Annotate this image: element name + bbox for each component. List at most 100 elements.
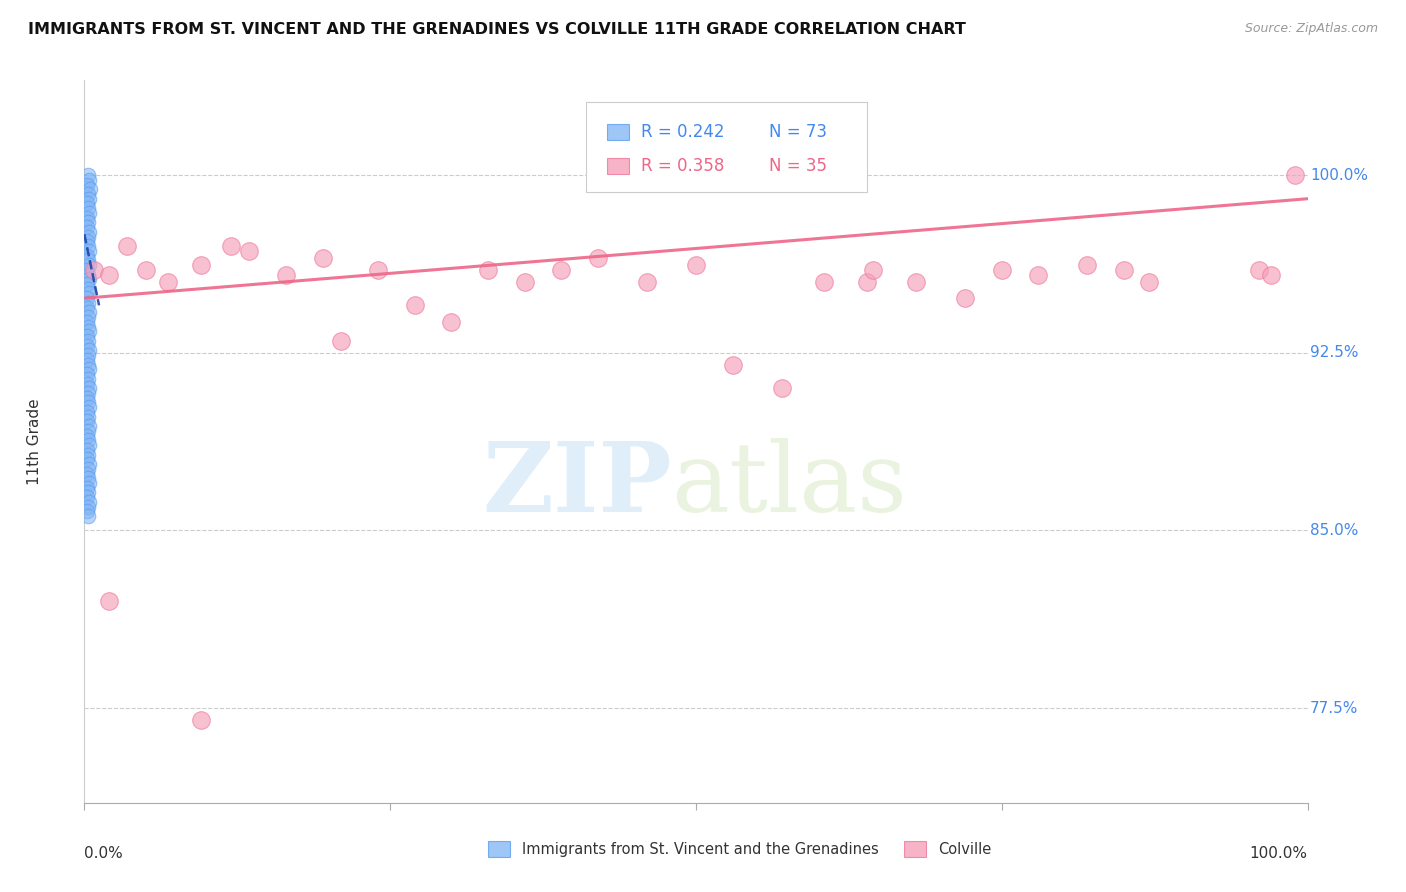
Point: [77, 186, 100, 201]
Point: [77, 244, 100, 258]
Point: [953, 291, 976, 305]
Point: [77, 168, 100, 182]
Point: [76, 405, 98, 419]
Point: [77, 201, 100, 215]
Point: [77, 239, 100, 253]
Point: [156, 275, 179, 289]
Point: [76, 391, 98, 405]
Point: [77, 286, 100, 301]
Text: Source: ZipAtlas.com: Source: ZipAtlas.com: [1244, 22, 1378, 36]
Point: [115, 239, 138, 253]
Point: [77, 438, 100, 452]
Point: [76, 315, 98, 329]
Point: [76, 291, 98, 305]
Point: [76, 452, 98, 467]
Text: R = 0.242: R = 0.242: [641, 123, 724, 141]
Point: [76, 220, 98, 235]
Point: [550, 262, 572, 277]
Text: N = 35: N = 35: [769, 157, 827, 175]
FancyBboxPatch shape: [586, 102, 868, 193]
Point: [77, 424, 100, 438]
Text: 100.0%: 100.0%: [1250, 847, 1308, 861]
Point: [330, 334, 353, 348]
Point: [440, 315, 463, 329]
Point: [76, 442, 98, 457]
Point: [77, 471, 100, 485]
Point: [77, 215, 100, 229]
Point: [1284, 168, 1306, 182]
Point: [1076, 258, 1098, 272]
Point: [77, 319, 100, 334]
Point: [135, 262, 157, 277]
Point: [190, 258, 212, 272]
Point: [77, 419, 100, 434]
Point: [586, 251, 609, 265]
Point: [79, 182, 101, 196]
Point: [1247, 262, 1270, 277]
Point: [97, 268, 120, 282]
Point: [77, 381, 100, 395]
Point: [77, 334, 100, 348]
Point: [77, 305, 100, 319]
Point: [76, 277, 98, 291]
Point: [77, 173, 100, 187]
Point: [77, 310, 100, 325]
Text: Colville: Colville: [938, 841, 991, 856]
Point: [190, 713, 212, 727]
Bar: [488, 841, 510, 857]
Point: [76, 338, 98, 352]
Text: N = 73: N = 73: [769, 123, 827, 141]
Point: [77, 225, 100, 239]
Point: [862, 262, 884, 277]
Point: [276, 268, 298, 282]
Point: [76, 481, 98, 495]
Point: [76, 467, 98, 481]
Point: [97, 594, 120, 608]
Point: [77, 400, 100, 414]
Point: [76, 504, 98, 518]
Point: [856, 275, 879, 289]
Point: [77, 457, 100, 471]
Point: [312, 251, 335, 265]
Point: [76, 178, 98, 192]
Text: atlas: atlas: [672, 438, 907, 532]
Point: [685, 258, 707, 272]
Point: [770, 381, 793, 395]
Text: IMMIGRANTS FROM ST. VINCENT AND THE GRENADINES VS COLVILLE 11TH GRADE CORRELATIO: IMMIGRANTS FROM ST. VINCENT AND THE GREN…: [28, 22, 966, 37]
Point: [1114, 262, 1136, 277]
Point: [636, 275, 658, 289]
Text: 85.0%: 85.0%: [1310, 523, 1358, 538]
Point: [77, 348, 100, 362]
Point: [367, 262, 389, 277]
Point: [1137, 275, 1160, 289]
Point: [77, 358, 100, 372]
Point: [77, 325, 100, 339]
Point: [77, 500, 100, 514]
Point: [77, 485, 100, 500]
Point: [77, 296, 100, 310]
Point: [77, 282, 100, 296]
Point: [77, 475, 100, 490]
Point: [238, 244, 260, 258]
Point: [76, 428, 98, 442]
Point: [77, 509, 100, 524]
Point: [813, 275, 835, 289]
Point: [77, 229, 100, 244]
Point: [77, 395, 100, 409]
Point: [404, 298, 426, 312]
Point: [77, 386, 100, 401]
Point: [477, 262, 499, 277]
Point: [77, 343, 100, 358]
Point: [83, 262, 105, 277]
Text: ZIP: ZIP: [482, 438, 672, 532]
Point: [77, 409, 100, 424]
Point: [77, 495, 100, 509]
Point: [76, 352, 98, 367]
Point: [76, 211, 98, 225]
Point: [513, 275, 536, 289]
Point: [991, 262, 1014, 277]
Point: [905, 275, 928, 289]
Point: [76, 235, 98, 249]
Point: [76, 262, 98, 277]
Text: 92.5%: 92.5%: [1310, 345, 1358, 360]
